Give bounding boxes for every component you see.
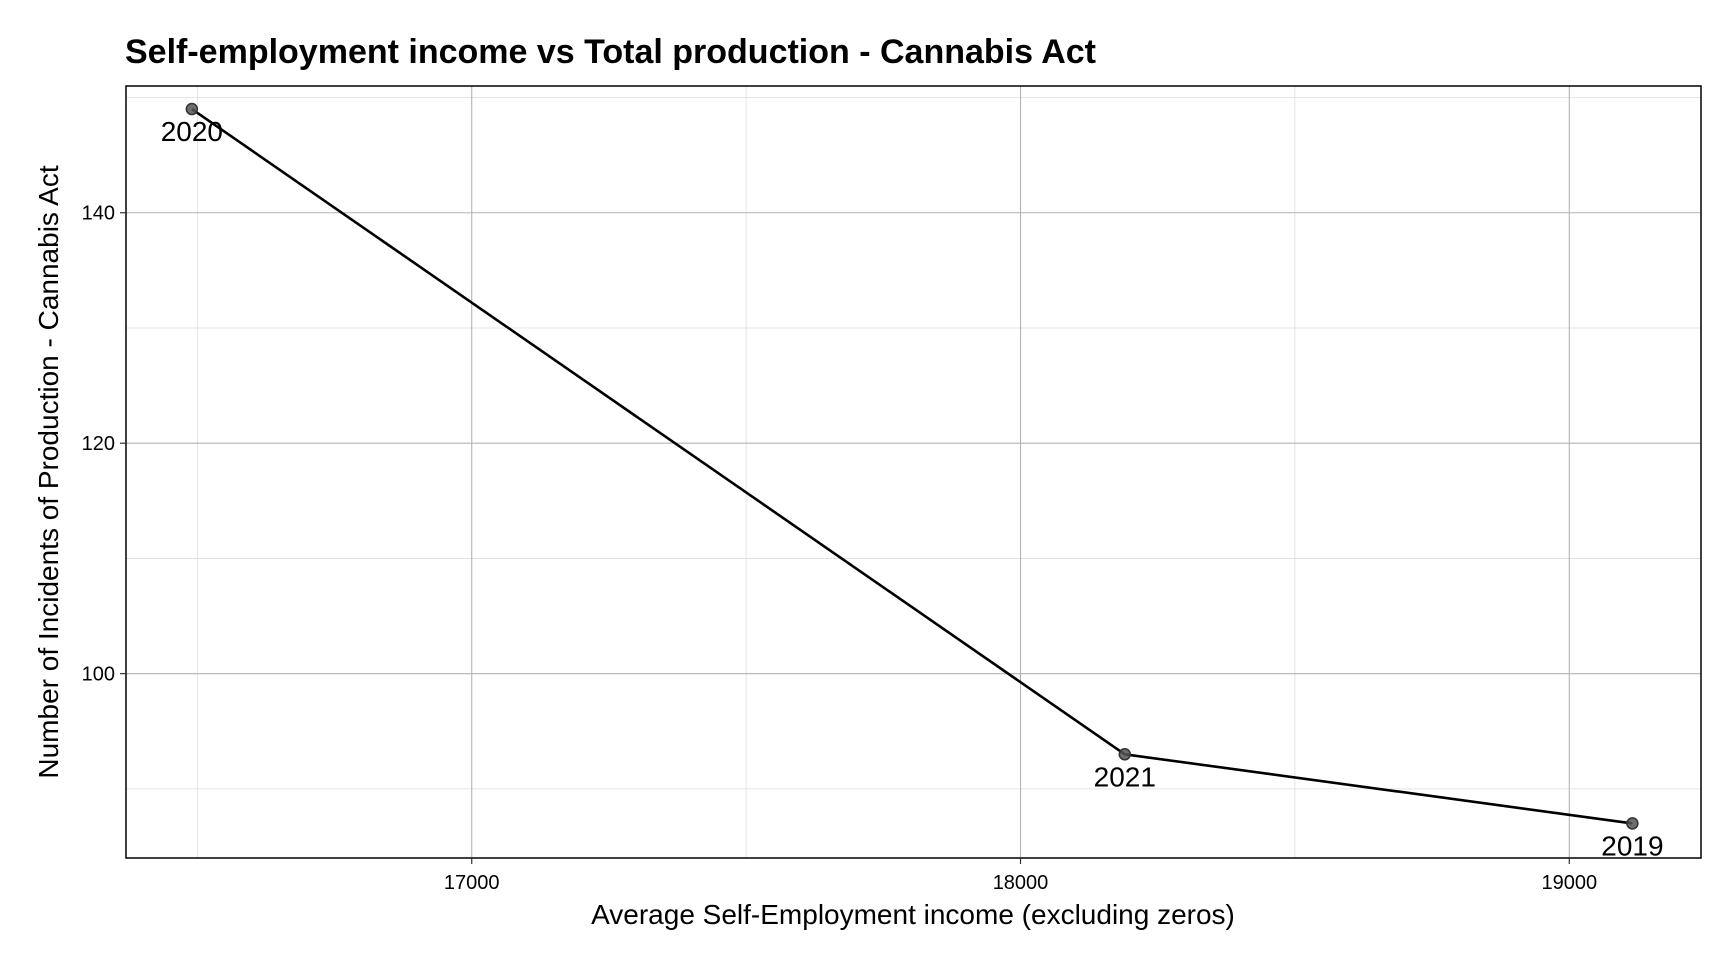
point-label-2020: 2020 bbox=[161, 116, 223, 147]
x-axis-title: Average Self-Employment income (excludin… bbox=[591, 899, 1235, 930]
series-layer bbox=[185, 102, 1639, 830]
tick-layer: 17000 18000 19000 100 120 140 bbox=[82, 203, 1597, 894]
label-layer: 2020 2021 2019 bbox=[161, 116, 1664, 861]
x-tick-label: 18000 bbox=[993, 872, 1049, 894]
y-tick-label: 100 bbox=[82, 664, 115, 686]
grid-major-layer bbox=[126, 86, 1701, 858]
point-label-2021: 2021 bbox=[1094, 761, 1156, 792]
data-point-2021 bbox=[1118, 748, 1132, 761]
y-axis-title: Number of Incidents of Production - Cann… bbox=[33, 165, 64, 778]
y-tick-label: 140 bbox=[82, 203, 115, 225]
x-tick-label: 17000 bbox=[444, 872, 500, 894]
x-tick-label: 19000 bbox=[1541, 872, 1597, 894]
plot-panel-border bbox=[125, 85, 1702, 859]
series-line bbox=[191, 107, 1633, 825]
y-tick-label: 120 bbox=[82, 433, 115, 455]
chart-title: Self-employment income vs Total producti… bbox=[125, 33, 1096, 71]
point-label-2019: 2019 bbox=[1601, 830, 1663, 861]
data-point-2019 bbox=[1626, 817, 1639, 830]
data-point-2020 bbox=[185, 102, 199, 116]
grid-minor-layer bbox=[126, 86, 1701, 858]
